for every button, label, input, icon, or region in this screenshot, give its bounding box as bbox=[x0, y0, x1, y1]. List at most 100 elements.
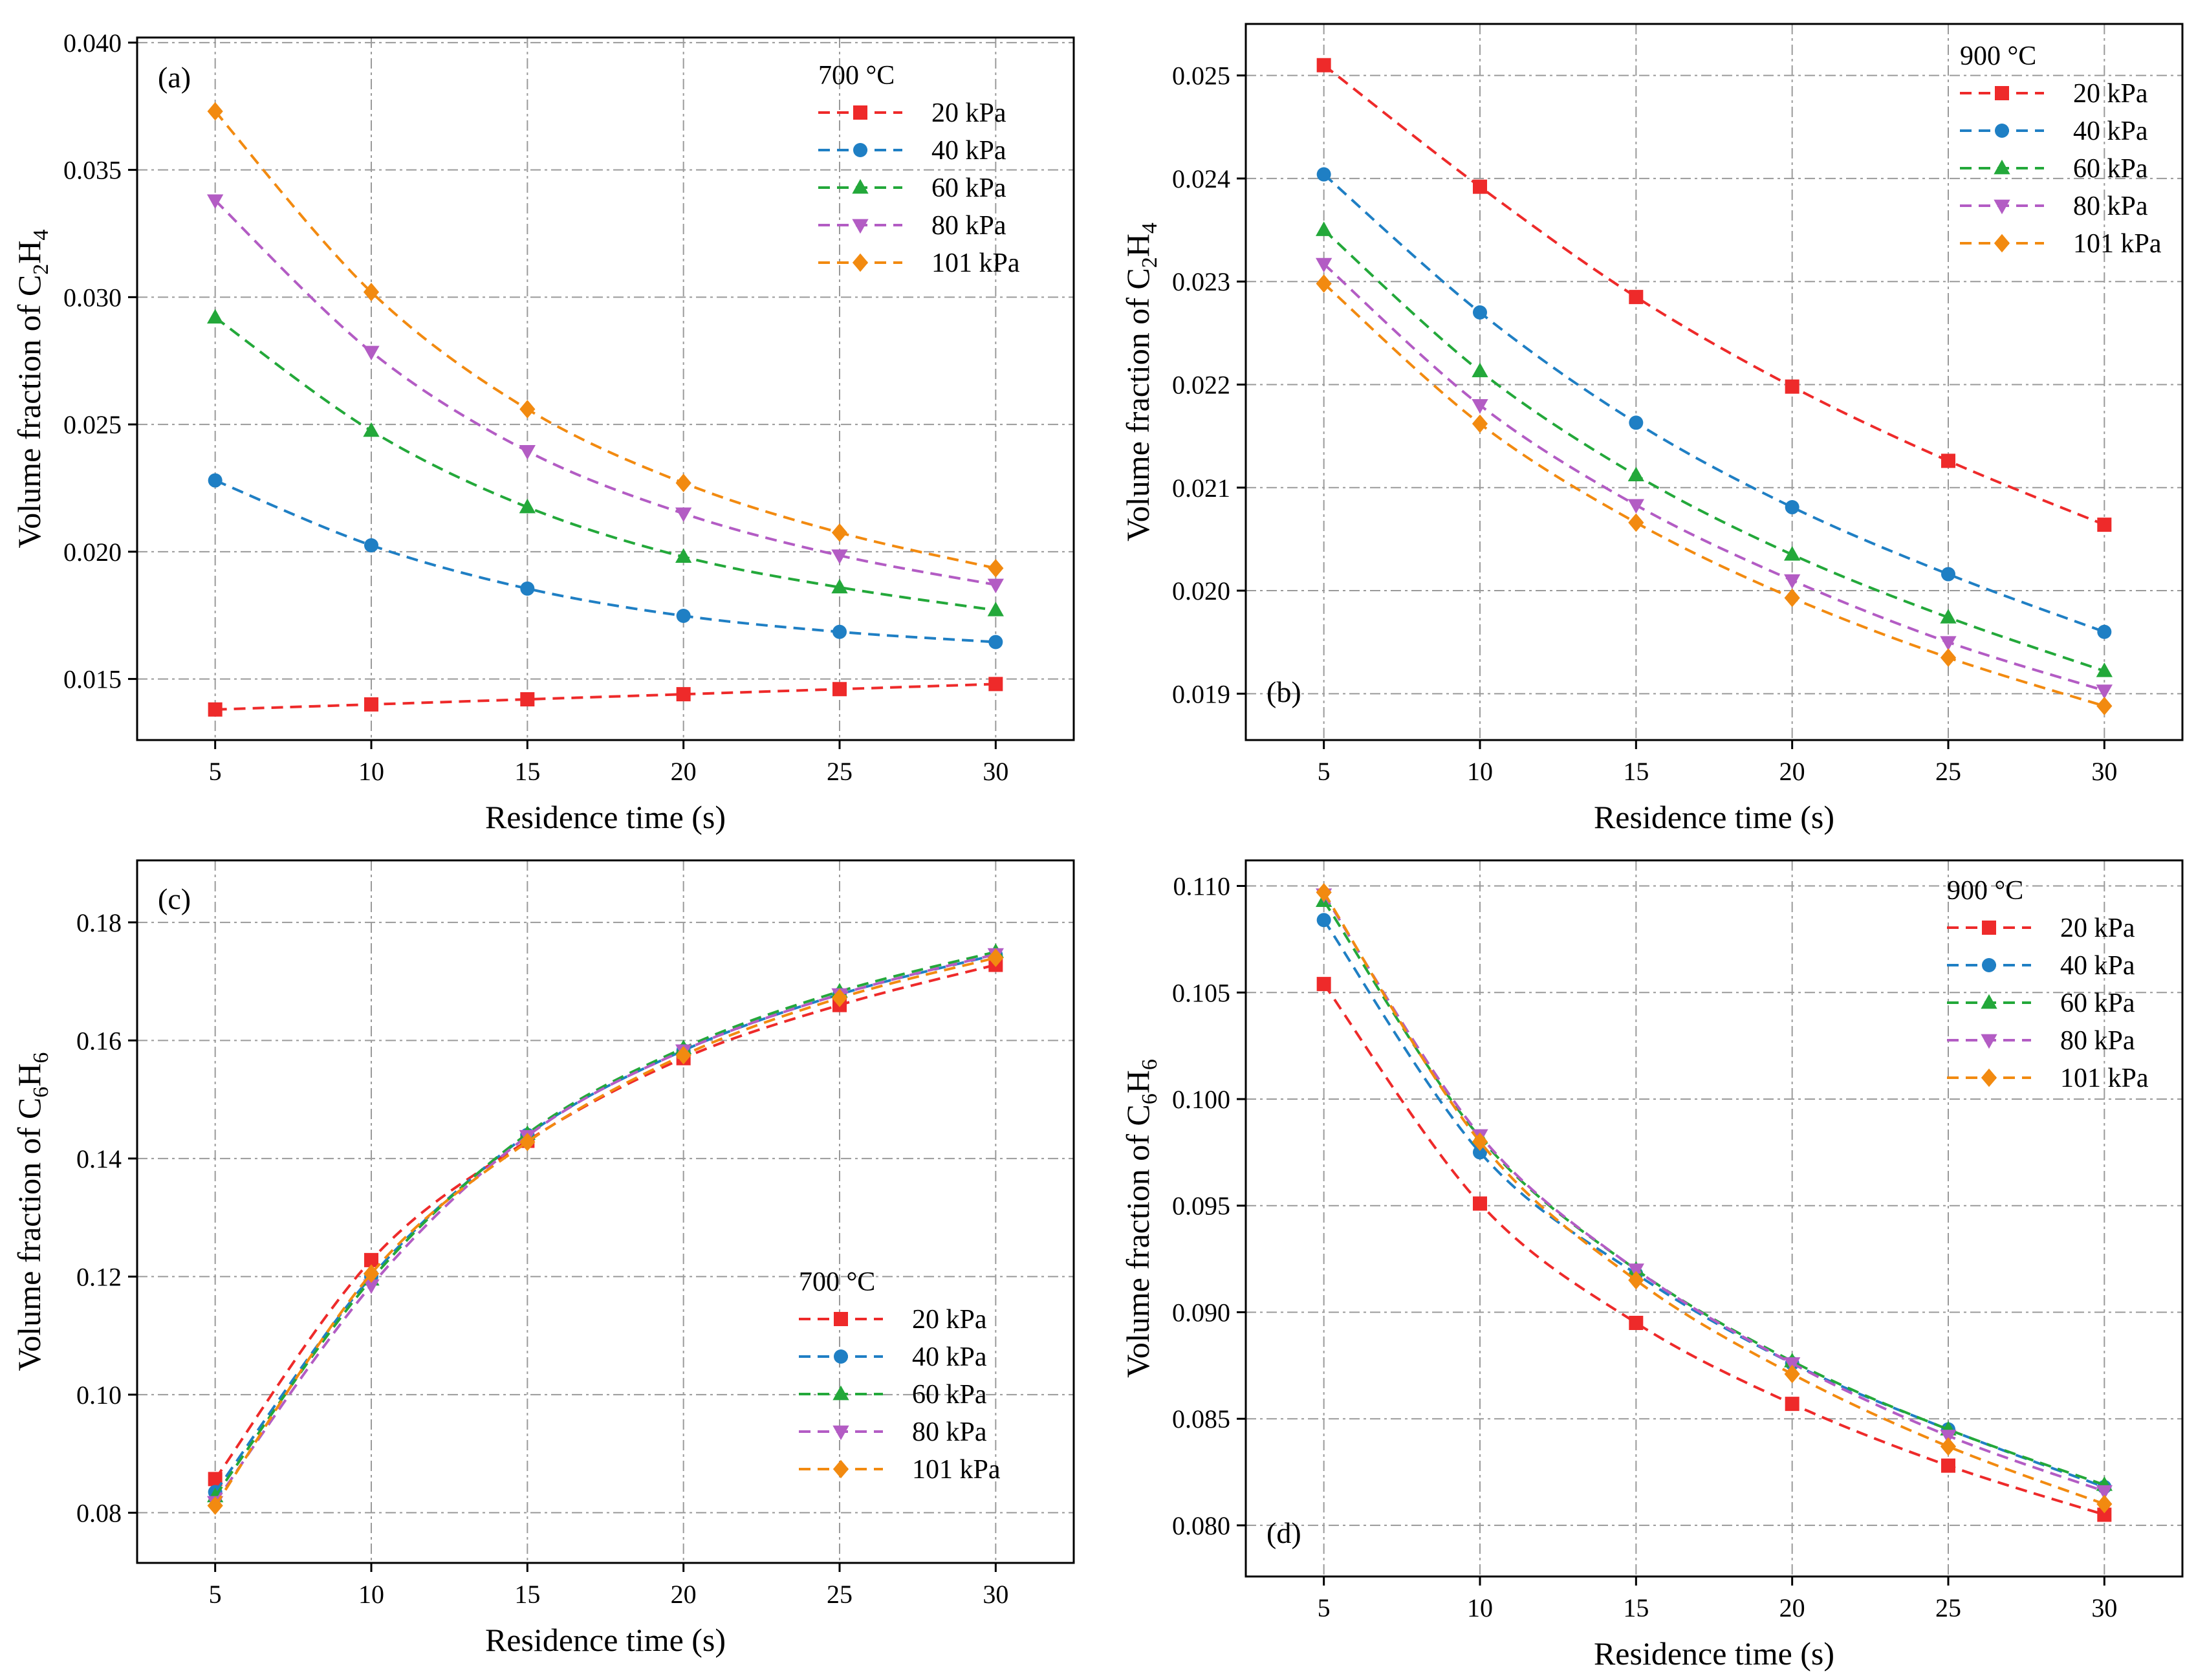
x-tick-label: 5 bbox=[1318, 1593, 1331, 1622]
data-point bbox=[675, 507, 692, 523]
data-point bbox=[1941, 1458, 1955, 1473]
x-tick-label: 10 bbox=[1467, 1593, 1493, 1622]
legend-marker bbox=[853, 105, 867, 120]
data-point bbox=[1940, 609, 1957, 624]
y-axis-title-part: H bbox=[1120, 1070, 1156, 1093]
series-line bbox=[214, 316, 996, 612]
data-point bbox=[831, 523, 848, 542]
y-axis-title-part: Volume fraction of C bbox=[11, 1098, 47, 1371]
y-tick-label: 0.040 bbox=[63, 28, 122, 58]
data-point bbox=[1627, 499, 1644, 514]
series-line bbox=[1323, 229, 2105, 673]
legend-label: 80 kPa bbox=[912, 1417, 987, 1447]
legend-label: 80 kPa bbox=[2073, 191, 2148, 221]
plot-frame bbox=[1245, 859, 2184, 1578]
data-point bbox=[2097, 1507, 2112, 1522]
series-line bbox=[1323, 900, 2105, 1487]
y-tick-label: 0.019 bbox=[1172, 679, 1230, 708]
legend-marker bbox=[1981, 994, 1997, 1009]
x-tick-label: 10 bbox=[358, 757, 384, 786]
data-point bbox=[519, 445, 536, 460]
data-point bbox=[1472, 398, 1488, 414]
panel-label: (a) bbox=[158, 61, 191, 94]
data-point bbox=[364, 1252, 378, 1267]
x-tick-label: 20 bbox=[671, 757, 697, 786]
data-point bbox=[1627, 1263, 1644, 1278]
data-point bbox=[519, 1133, 536, 1151]
x-axis-title: Residence time (s) bbox=[485, 1622, 726, 1658]
x-tick-label: 20 bbox=[1779, 1593, 1805, 1622]
y-axis-title-subscript: 6 bbox=[29, 1053, 53, 1064]
series-line bbox=[215, 682, 996, 711]
panel-label: (d) bbox=[1267, 1516, 1301, 1549]
data-point bbox=[1784, 588, 1800, 607]
data-point bbox=[1472, 1132, 1488, 1151]
data-point bbox=[1628, 513, 1644, 532]
y-axis-title-subscript: 6 bbox=[1138, 1059, 1162, 1070]
series-line bbox=[1323, 983, 2105, 1516]
x-tick-label: 25 bbox=[1935, 757, 1961, 786]
y-tick-label: 0.020 bbox=[63, 538, 122, 567]
y-tick-label: 0.024 bbox=[1172, 164, 1230, 193]
series-line bbox=[214, 479, 996, 644]
panel-c: 5 10 15 20 25 30 0.08 0.10 0.12 0.14 0.16 0.18 Resid… bbox=[11, 859, 1075, 1658]
series-line bbox=[214, 950, 996, 1498]
y-axis-title: Volume fraction of C6H6 bbox=[11, 1053, 53, 1371]
series-line bbox=[214, 953, 996, 1503]
data-point bbox=[2096, 1494, 2113, 1514]
y-tick-label: 0.025 bbox=[1172, 61, 1230, 91]
legend-marker bbox=[834, 1349, 848, 1364]
data-point bbox=[363, 283, 380, 301]
data-point bbox=[520, 692, 535, 707]
x-tick-label: 15 bbox=[514, 1580, 540, 1609]
data-point bbox=[988, 559, 1004, 578]
legend-marker bbox=[1982, 958, 1996, 972]
data-point bbox=[1941, 567, 1955, 582]
data-point bbox=[1784, 574, 1801, 589]
legend-title: 900 °C bbox=[1960, 41, 2036, 71]
legend-marker bbox=[1994, 159, 2010, 175]
data-point bbox=[1473, 1145, 1487, 1160]
data-point bbox=[1941, 453, 1955, 468]
data-point bbox=[1472, 362, 1488, 378]
y-axis-title: Volume fraction of C2H4 bbox=[11, 230, 53, 549]
series-group bbox=[1316, 58, 2113, 715]
legend-label: 40 kPa bbox=[2060, 951, 2135, 981]
data-point bbox=[363, 422, 380, 437]
grid bbox=[1246, 860, 2182, 1576]
data-point bbox=[208, 473, 223, 488]
legend: 700 °C 20 kPa 40 kPa 60 kPa 80 kPa 101 kPa bbox=[799, 1267, 1001, 1485]
plot-frame bbox=[136, 859, 1075, 1564]
data-point bbox=[1316, 913, 1331, 928]
data-point bbox=[1473, 305, 1487, 320]
x-tick-label: 25 bbox=[827, 757, 853, 786]
y-axis-title-part: Volume fraction of C bbox=[1120, 268, 1156, 541]
data-point bbox=[207, 194, 224, 210]
series-line bbox=[214, 963, 996, 1480]
panel-b: 5 10 15 20 25 30 0.019 0.020 0.021 0.022 0.023 0.02… bbox=[1120, 23, 2184, 835]
data-point bbox=[1316, 977, 1331, 992]
legend-label: 60 kPa bbox=[2060, 988, 2135, 1018]
legend: 700 °C 20 kPa 40 kPa 60 kPa 80 kPa 101 kPa bbox=[818, 61, 1020, 278]
data-point bbox=[831, 988, 848, 1007]
data-point bbox=[988, 635, 1003, 649]
legend-title: 900 °C bbox=[1947, 876, 2023, 906]
data-point bbox=[2097, 624, 2112, 639]
y-tick-label: 0.035 bbox=[63, 156, 122, 185]
legend-label: 40 kPa bbox=[2073, 116, 2148, 146]
panel-label: (c) bbox=[158, 882, 191, 915]
y-tick-label: 0.030 bbox=[63, 283, 122, 312]
x-tick-label: 5 bbox=[1318, 757, 1331, 786]
data-point bbox=[1316, 883, 1332, 902]
y-tick-label: 0.095 bbox=[1172, 1192, 1230, 1221]
y-tick-label: 0.090 bbox=[1172, 1298, 1230, 1327]
data-point bbox=[1316, 257, 1332, 273]
y-axis-title-subscript: 2 bbox=[1138, 257, 1162, 268]
x-tick-label: 5 bbox=[209, 1580, 222, 1609]
grid bbox=[137, 860, 1074, 1563]
legend-marker bbox=[1981, 1068, 1997, 1087]
x-tick-label: 15 bbox=[1623, 1593, 1649, 1622]
data-point bbox=[208, 702, 223, 717]
plot-frame bbox=[136, 36, 1075, 741]
y-axis-title-part: Volume fraction of C bbox=[11, 275, 47, 549]
